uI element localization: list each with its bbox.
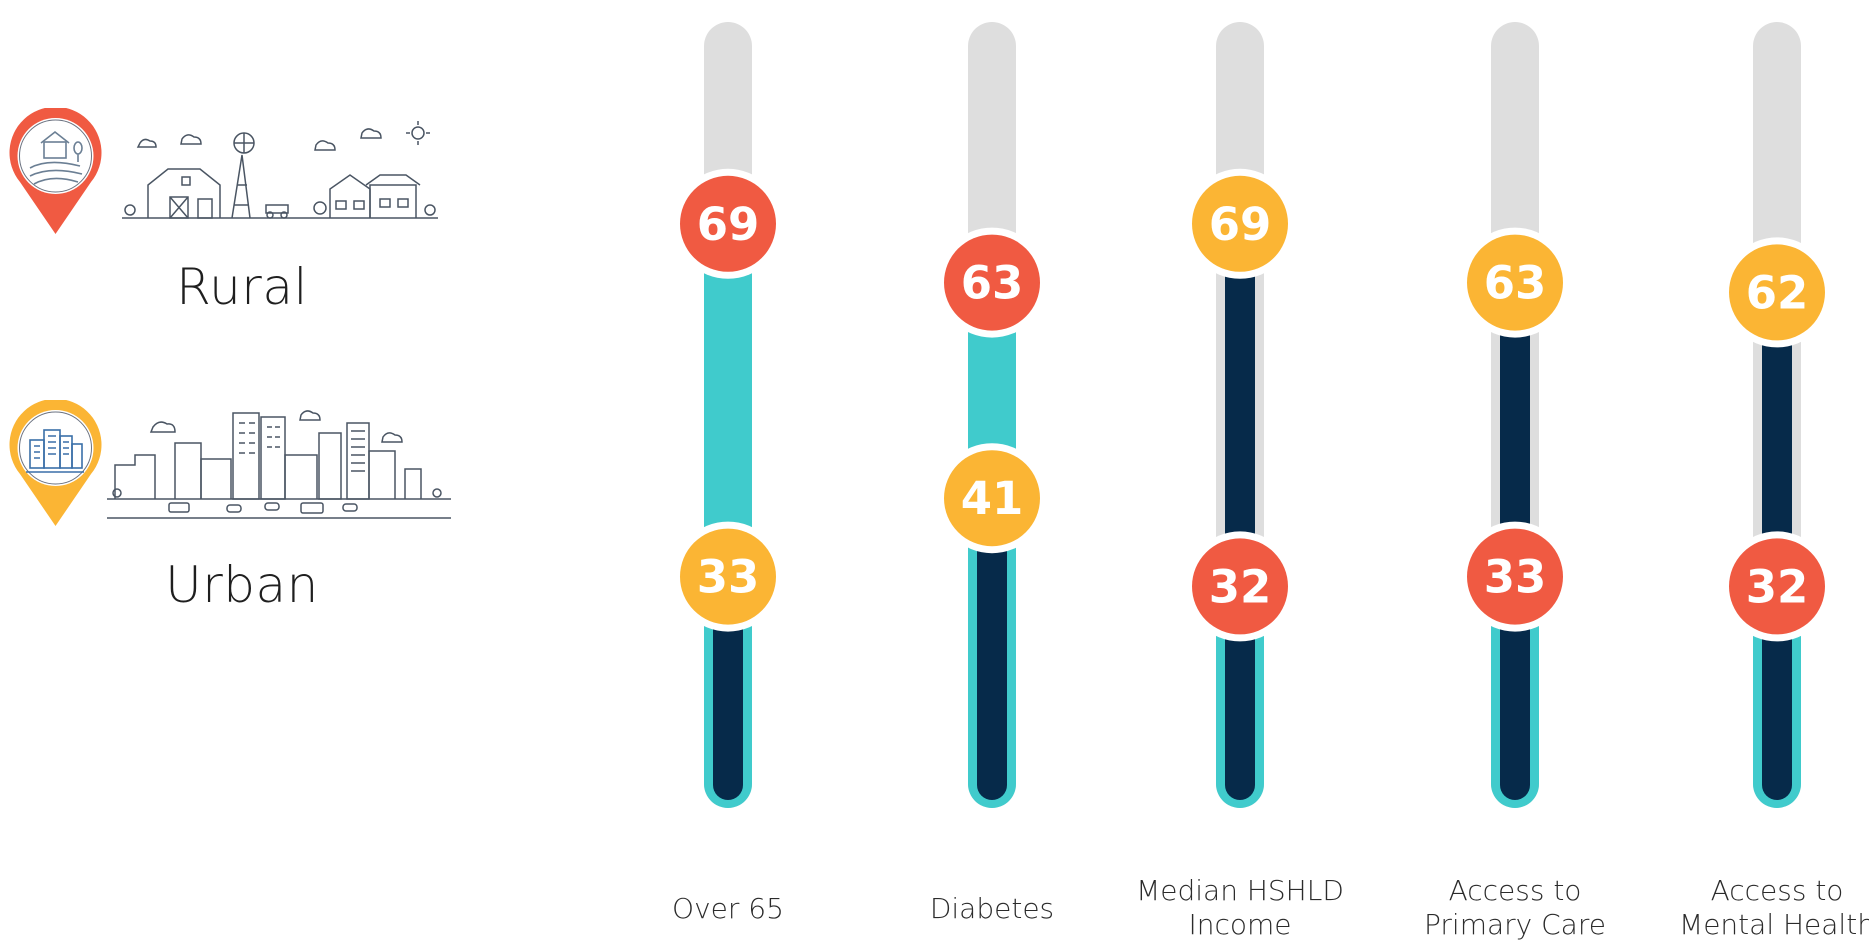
category-label-access-to-mental-health: Access to Mental Health xyxy=(1679,874,1869,941)
urban-marker-access-to-mental-health xyxy=(1729,244,1825,341)
rural-value-access-to-mental-health: 32 xyxy=(1746,560,1809,613)
category-label-access-to-primary-care: Access to Primary Care xyxy=(1424,874,1606,941)
rural-value-access-to-primary-care: 33 xyxy=(1484,551,1547,604)
urban-marker-diabetes xyxy=(944,450,1040,547)
urban-value-access-to-mental-health: 62 xyxy=(1746,266,1809,319)
category-label-line-access-to-primary-care: Access to xyxy=(1449,874,1582,907)
rural-label: Rural xyxy=(176,258,308,316)
inner-bar-diabetes xyxy=(977,498,1007,800)
category-label-line-access-to-mental-health: Mental Health xyxy=(1679,908,1869,941)
rural-scene-illustration xyxy=(122,121,438,219)
category-label-line-over-65: Over 65 xyxy=(672,892,784,925)
urban-marker-access-to-primary-care xyxy=(1467,234,1563,331)
category-label-line-median-hshld-income: Income xyxy=(1188,908,1291,941)
category-label-diabetes: Diabetes xyxy=(930,892,1054,925)
urban-marker-median-hshld-income xyxy=(1192,175,1288,272)
urban-value-median-hshld-income: 69 xyxy=(1209,198,1272,251)
category-label-median-hshld-income: Median HSHLD Income xyxy=(1136,874,1344,941)
urban-value-over-65: 33 xyxy=(697,551,760,604)
rural-marker-over-65 xyxy=(680,175,776,272)
rural-marker-access-to-primary-care xyxy=(1467,528,1563,625)
rural-marker-median-hshld-income xyxy=(1192,538,1288,635)
rural-pin-icon xyxy=(9,108,102,234)
category-label-line-access-to-primary-care: Primary Care xyxy=(1424,908,1606,941)
urban-label: Urban xyxy=(165,556,319,614)
rural-marker-access-to-mental-health xyxy=(1729,538,1825,635)
category-label-line-median-hshld-income: Median HSHLD xyxy=(1136,874,1344,907)
rural-marker-diabetes xyxy=(944,234,1040,331)
urban-pin-icon xyxy=(9,400,102,526)
rural-value-median-hshld-income: 32 xyxy=(1209,560,1272,613)
range-over-65 xyxy=(704,223,752,577)
urban-marker-over-65 xyxy=(680,528,776,625)
urban-value-access-to-primary-care: 63 xyxy=(1484,257,1547,310)
rural-value-diabetes: 63 xyxy=(961,257,1024,310)
inner-bar-over-65 xyxy=(713,576,743,800)
urban-scene-illustration xyxy=(107,410,451,519)
inner-bar-median-hshld-income xyxy=(1225,223,1255,801)
rural-value-over-65: 69 xyxy=(697,198,760,251)
urban-value-diabetes: 41 xyxy=(961,472,1024,525)
category-label-over-65: Over 65 xyxy=(672,892,784,925)
category-label-line-access-to-mental-health: Access to xyxy=(1711,874,1844,907)
category-label-line-diabetes: Diabetes xyxy=(930,892,1054,925)
